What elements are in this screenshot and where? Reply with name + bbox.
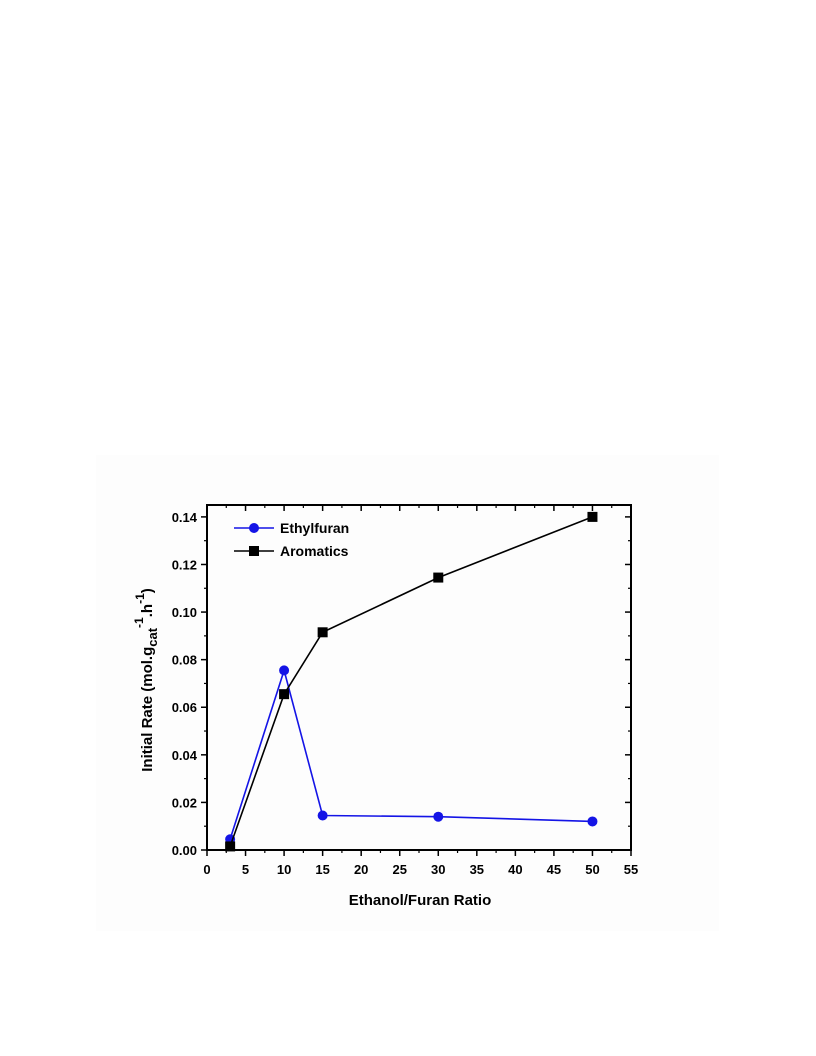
x-tick-label: 15 (315, 862, 329, 877)
legend-item-ethylfuran: Ethylfuran (234, 520, 349, 536)
x-tick-label: 20 (354, 862, 368, 877)
series-aromatics (225, 511, 598, 852)
y-tick-label: 0.14 (172, 510, 198, 525)
x-tick-label: 45 (547, 862, 561, 877)
y-tick-label: 0.06 (172, 700, 197, 715)
y-tick-label: 0.00 (172, 843, 197, 858)
x-tick-label: 30 (431, 862, 445, 877)
y-axis-title: Initial Rate (mol.gcat-1.h-1) (132, 588, 160, 772)
axis-ticks: 0 5 10 15 20 25 30 35 40 45 50 55 0.00 0.02 0.04 0.06 0.… (172, 505, 638, 877)
y-tick-label: 0.12 (172, 557, 197, 572)
data-point-aromatics (279, 689, 290, 700)
x-tick-label: 5 (242, 862, 249, 877)
x-tick-label: 50 (585, 862, 599, 877)
y-tick-label: 0.02 (172, 795, 197, 810)
legend-item-aromatics: Aromatics (234, 543, 349, 559)
x-axis-title: Ethanol/Furan Ratio (349, 892, 492, 909)
x-tick-label: 0 (203, 862, 210, 877)
legend: Ethylfuran Aromatics (234, 520, 349, 559)
x-tick-label: 10 (277, 862, 291, 877)
data-point-ethylfuran (279, 665, 290, 676)
x-tick-label: 40 (508, 862, 522, 877)
series-layer (225, 511, 598, 852)
x-tick-label: 25 (392, 862, 406, 877)
legend-marker-ethylfuran (249, 523, 259, 533)
legend-marker-aromatics (249, 546, 259, 556)
data-point-aromatics (433, 572, 444, 583)
legend-label-ethylfuran: Ethylfuran (280, 520, 349, 536)
x-tick-label: 55 (624, 862, 638, 877)
data-point-ethylfuran (587, 816, 598, 827)
y-tick-label: 0.04 (172, 748, 198, 763)
data-point-aromatics (225, 841, 236, 852)
data-point-aromatics (587, 511, 598, 522)
plot-frame (206, 504, 632, 851)
series-line-aromatics (229, 516, 593, 847)
legend-label-aromatics: Aromatics (280, 543, 349, 559)
x-tick-label: 35 (470, 862, 484, 877)
y-tick-label: 0.08 (172, 653, 197, 668)
data-point-aromatics (317, 627, 328, 638)
data-point-ethylfuran (317, 810, 328, 821)
data-point-ethylfuran (433, 811, 444, 822)
figure-panel (96, 455, 719, 931)
y-tick-label: 0.10 (172, 605, 197, 620)
